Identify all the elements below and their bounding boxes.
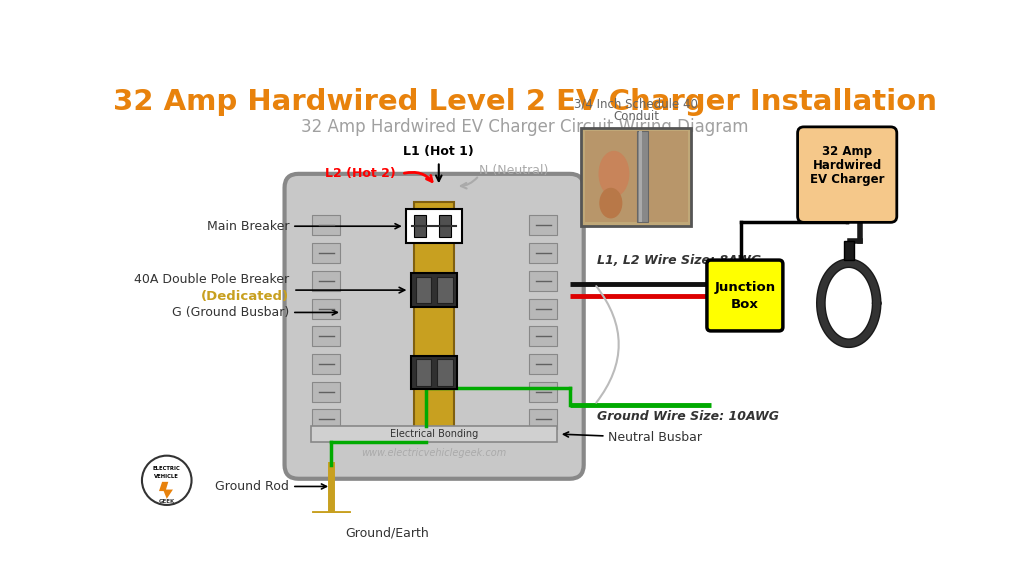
Bar: [437, 359, 453, 385]
Text: EV Charger: EV Charger: [810, 173, 885, 185]
Bar: [407, 209, 462, 243]
Bar: [529, 410, 557, 430]
Text: 32 Amp: 32 Amp: [822, 145, 872, 158]
Bar: [312, 298, 340, 319]
Bar: [414, 202, 455, 440]
Text: Hardwired: Hardwired: [813, 159, 882, 172]
Text: www.electricvehiclegeek.com: www.electricvehiclegeek.com: [361, 448, 507, 457]
Bar: [312, 215, 340, 236]
Bar: [529, 382, 557, 402]
Bar: [844, 241, 854, 260]
Bar: [312, 382, 340, 402]
Text: Ground/Earth: Ground/Earth: [345, 526, 429, 539]
Text: (Dedicated): (Dedicated): [201, 290, 289, 303]
Text: Ground Rod: Ground Rod: [215, 480, 327, 493]
Bar: [529, 298, 557, 319]
Text: VEHICLE: VEHICLE: [155, 474, 179, 479]
Text: Main Breaker: Main Breaker: [207, 219, 400, 233]
Bar: [529, 215, 557, 236]
Text: GEEK: GEEK: [159, 499, 175, 505]
Bar: [637, 131, 648, 222]
Text: L1 (Hot 1): L1 (Hot 1): [403, 146, 474, 158]
Text: Neutral Busbar: Neutral Busbar: [563, 431, 702, 445]
Bar: [311, 426, 557, 442]
Text: Box: Box: [731, 298, 759, 311]
Text: G (Ground Busbar): G (Ground Busbar): [172, 306, 337, 319]
Text: Ground Wire Size: 10AWG: Ground Wire Size: 10AWG: [597, 410, 779, 423]
Bar: [414, 215, 426, 237]
Bar: [639, 131, 642, 222]
Bar: [312, 354, 340, 374]
Polygon shape: [159, 482, 173, 499]
Bar: [529, 326, 557, 346]
Text: 3/4 Inch Schedule 40: 3/4 Inch Schedule 40: [574, 98, 698, 111]
Ellipse shape: [600, 188, 622, 218]
FancyBboxPatch shape: [707, 260, 783, 331]
Text: Electrical Bonding: Electrical Bonding: [390, 429, 478, 439]
Text: 32 Amp Hardwired EV Charger Circuit Wiring Diagram: 32 Amp Hardwired EV Charger Circuit Wiri…: [301, 119, 749, 137]
Bar: [437, 277, 453, 303]
Bar: [312, 326, 340, 346]
Ellipse shape: [599, 151, 629, 196]
FancyBboxPatch shape: [285, 174, 584, 479]
Text: ELECTRIC: ELECTRIC: [153, 466, 180, 471]
Text: L2 (Hot 2): L2 (Hot 2): [325, 168, 395, 180]
Bar: [416, 277, 431, 303]
Text: Conduit: Conduit: [613, 110, 659, 123]
Text: 32 Amp Hardwired Level 2 EV Charger Installation: 32 Amp Hardwired Level 2 EV Charger Inst…: [113, 88, 937, 116]
Text: N (Neutral): N (Neutral): [479, 164, 549, 177]
FancyBboxPatch shape: [798, 127, 897, 222]
Bar: [416, 359, 431, 385]
Text: L1, L2 Wire Size: 8AWG: L1, L2 Wire Size: 8AWG: [597, 255, 761, 267]
Bar: [312, 243, 340, 263]
Bar: [312, 271, 340, 291]
Bar: [586, 131, 687, 222]
Bar: [582, 128, 691, 226]
Text: Junction: Junction: [715, 281, 775, 294]
Bar: [312, 410, 340, 430]
Circle shape: [142, 456, 191, 505]
Bar: [411, 355, 458, 389]
Bar: [529, 243, 557, 263]
Bar: [438, 215, 452, 237]
Text: 40A Double Pole Breaker: 40A Double Pole Breaker: [134, 273, 289, 286]
Bar: [529, 354, 557, 374]
Bar: [529, 271, 557, 291]
Bar: [411, 273, 458, 307]
